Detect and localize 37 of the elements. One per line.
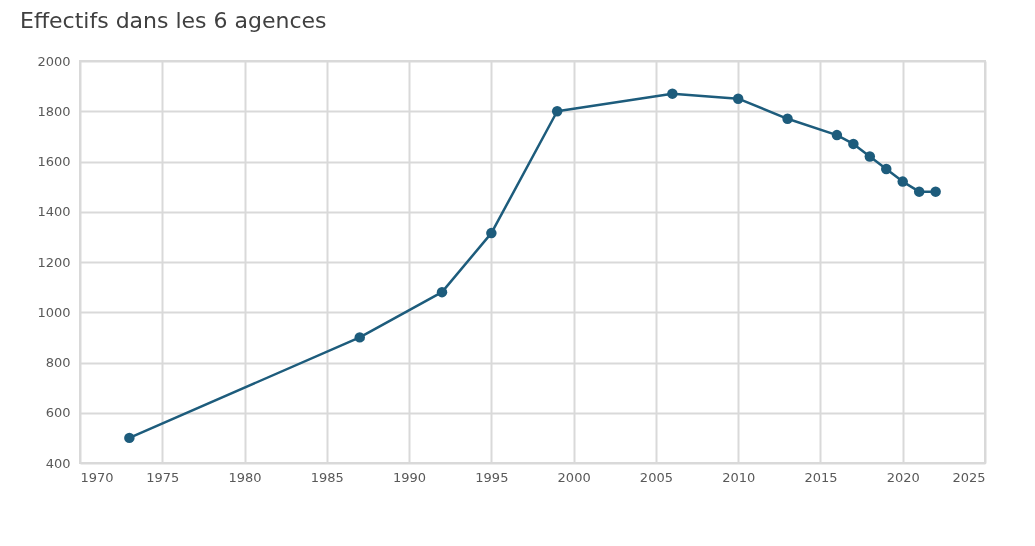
point: [831, 129, 843, 141]
point: [667, 88, 678, 99]
point: [897, 176, 908, 187]
point: [486, 227, 497, 239]
x-tick-label: 1980: [228, 469, 262, 485]
x-tick-label: 2000: [557, 469, 591, 485]
x-tick-label: 2020: [886, 469, 920, 485]
point: [881, 163, 892, 175]
x-tick-label: 1990: [393, 469, 427, 485]
point: [124, 432, 135, 444]
point: [782, 113, 793, 125]
point: [913, 186, 925, 197]
chart-title: Effectifs dans les 6 agences: [20, 8, 327, 33]
y-tick-label: 1200: [37, 254, 71, 270]
x-tick-label: 1985: [310, 469, 344, 485]
y-tick-label: 400: [45, 455, 71, 471]
y-tick-label: 1000: [37, 304, 71, 320]
x-tick-label: 2015: [804, 469, 838, 485]
y-tick-label: 1800: [37, 103, 71, 119]
x-tick-label: 2010: [722, 469, 756, 485]
y-tick-label: 1600: [37, 154, 71, 169]
y-tick-label: 800: [45, 355, 71, 370]
x-tick-label: 2025: [952, 469, 986, 485]
y-tick-label: 2000: [37, 53, 71, 69]
point: [848, 138, 859, 150]
x-tick-label: 1975: [146, 469, 180, 485]
point: [864, 151, 876, 162]
point: [436, 286, 448, 298]
x-tick-label: 1995: [475, 469, 509, 485]
point: [930, 186, 941, 197]
point: [551, 106, 563, 117]
x-tick-label: 1970: [80, 469, 114, 485]
y-tick-label: 1400: [37, 204, 71, 220]
y-tick-label: 600: [45, 405, 71, 421]
x-tick-label: 2005: [639, 469, 673, 485]
point: [354, 332, 365, 343]
point: [732, 93, 744, 104]
